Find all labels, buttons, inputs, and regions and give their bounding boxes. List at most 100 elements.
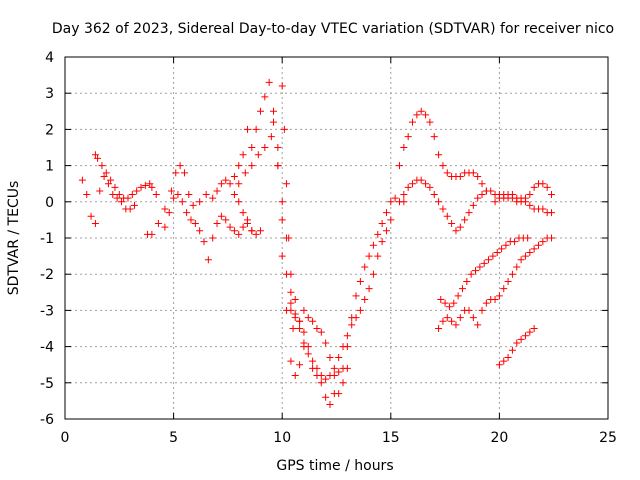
data-point — [239, 223, 247, 231]
data-point — [521, 252, 529, 260]
data-point — [317, 379, 325, 387]
data-point — [239, 209, 247, 217]
data-point — [478, 180, 486, 188]
data-point — [165, 209, 173, 217]
data-point — [291, 372, 299, 380]
data-point — [291, 296, 299, 304]
data-point — [239, 151, 247, 159]
data-point — [133, 187, 141, 195]
data-point — [487, 187, 495, 195]
data-point — [104, 180, 112, 188]
data-point — [204, 256, 212, 264]
data-point — [202, 191, 210, 199]
data-point — [248, 144, 256, 151]
data-point — [465, 209, 473, 217]
data-point — [465, 306, 473, 314]
data-point — [469, 201, 477, 209]
data-point — [534, 241, 542, 249]
data-point — [226, 180, 234, 188]
data-point — [409, 180, 417, 188]
data-point — [146, 180, 154, 188]
series-arc-k — [395, 107, 490, 195]
data-point — [387, 198, 395, 206]
series-arc-b — [91, 151, 160, 202]
data-point — [126, 205, 134, 213]
data-point — [435, 198, 443, 206]
data-point — [508, 270, 516, 278]
data-point — [152, 191, 160, 199]
data-point — [548, 191, 556, 199]
data-point — [491, 296, 499, 304]
y-tick-label: 0 — [45, 195, 54, 211]
data-point — [322, 393, 330, 401]
data-point — [326, 401, 334, 409]
data-point — [296, 325, 304, 332]
data-point — [278, 82, 286, 90]
y-tick-label: 4 — [45, 50, 54, 66]
data-point — [530, 183, 538, 191]
data-point — [498, 245, 506, 253]
data-point — [226, 223, 234, 231]
data-point — [248, 162, 256, 170]
data-point — [409, 118, 417, 126]
data-point — [430, 133, 438, 141]
data-point — [478, 306, 486, 314]
data-point — [180, 169, 188, 177]
data-point — [467, 270, 475, 278]
chart-title: Day 362 of 2023, Sidereal Day-to-day VTE… — [52, 21, 614, 37]
data-point — [235, 198, 243, 206]
data-point — [96, 187, 104, 195]
data-point — [443, 212, 451, 220]
data-point — [283, 270, 291, 278]
data-point — [94, 154, 102, 162]
data-point — [252, 230, 260, 238]
data-point — [539, 205, 547, 213]
data-point — [491, 198, 499, 206]
data-point — [504, 277, 512, 285]
data-point — [128, 191, 136, 199]
data-point — [452, 321, 460, 329]
data-point — [317, 328, 325, 336]
data-point — [131, 201, 139, 209]
data-point — [270, 118, 278, 126]
data-point — [313, 325, 321, 332]
data-point — [456, 172, 464, 180]
data-point — [209, 234, 217, 242]
y-tick-label: 1 — [45, 159, 54, 175]
data-point — [435, 151, 443, 159]
data-point — [235, 180, 243, 188]
data-point — [495, 361, 503, 369]
data-point — [524, 234, 532, 242]
data-point — [343, 343, 351, 351]
data-point — [148, 230, 156, 238]
y-tick-label: -2 — [40, 267, 54, 283]
data-point — [521, 332, 529, 340]
data-point — [124, 194, 132, 202]
data-point — [289, 325, 297, 332]
data-point — [278, 252, 286, 260]
data-point — [161, 205, 169, 213]
data-point — [539, 180, 547, 188]
x-tick-label: 10 — [273, 430, 291, 446]
grid-layer — [65, 57, 608, 419]
data-point — [270, 107, 278, 115]
data-point — [287, 288, 295, 296]
data-point — [252, 125, 260, 133]
data-point — [230, 227, 238, 235]
data-point — [296, 317, 304, 325]
data-point — [463, 277, 471, 285]
data-point — [400, 198, 408, 206]
data-point — [261, 144, 269, 151]
data-point — [474, 194, 482, 202]
data-point — [83, 191, 91, 199]
y-tick-label: -3 — [40, 303, 54, 319]
data-point — [200, 238, 208, 246]
data-point — [417, 176, 425, 184]
data-point — [365, 285, 373, 293]
data-point — [278, 216, 286, 224]
data-point — [91, 151, 99, 159]
data-point — [317, 372, 325, 380]
data-point — [248, 227, 256, 235]
series-arc-a — [78, 172, 139, 228]
